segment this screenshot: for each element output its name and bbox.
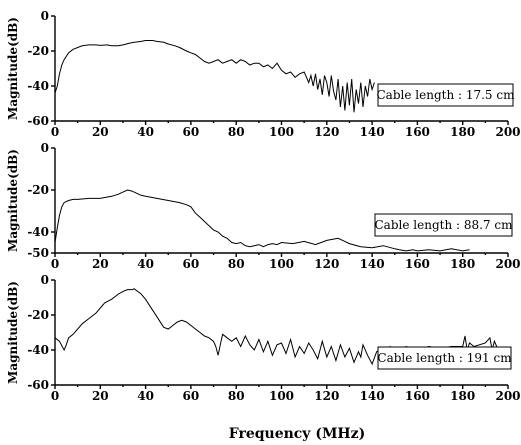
panel-cable-17-5cm: 0 20 40 60 80 100 120 140 160 180 200 0 -20 -40 -60 Mag… [6, 9, 521, 139]
x-tick-label: 60 [183, 389, 200, 403]
x-tick-label: 140 [360, 257, 385, 271]
x-tick-label: 140 [360, 125, 385, 139]
y-tick-label: -50 [27, 246, 49, 260]
x-tick-label: 160 [405, 125, 430, 139]
x-axis-label: Frequency (MHz) [229, 426, 366, 442]
y-tick-label: -60 [27, 114, 49, 128]
panel-cable-88-7cm: 0 20 40 60 80 100 120 140 160 180 200 0 -20 -40 -50 Mag… [6, 141, 521, 271]
x-tick-label: 40 [137, 257, 154, 271]
x-tick-label: 0 [51, 125, 59, 139]
x-tick-label: 40 [137, 389, 154, 403]
y-axis-label: Magnitude(dB) [6, 17, 20, 120]
x-tick-label: 40 [137, 125, 154, 139]
x-tick-label: 20 [92, 257, 109, 271]
y-tick-label: -40 [27, 79, 49, 93]
x-tick-label: 180 [450, 125, 475, 139]
x-tick-label: 160 [405, 389, 430, 403]
y-tick-label: -40 [27, 225, 49, 239]
x-tick-label: 120 [314, 125, 339, 139]
x-tick-label: 60 [183, 257, 200, 271]
legend-entry: Cable length : 88.7 cm [375, 218, 514, 232]
x-tick-label: 200 [495, 389, 520, 403]
x-tick-label: 180 [450, 389, 475, 403]
x-tick-label: 20 [92, 389, 109, 403]
x-tick-label: 80 [228, 257, 245, 271]
legend-entry: Cable length : 191 cm [377, 351, 512, 365]
y-tick-label: 0 [41, 141, 49, 155]
y-tick-label: -40 [27, 343, 49, 357]
y-tick-label: -20 [27, 308, 49, 322]
x-tick-label: 100 [269, 125, 294, 139]
x-tick-label: 60 [183, 125, 200, 139]
x-tick-label: 200 [495, 257, 520, 271]
x-tick-label: 80 [228, 125, 245, 139]
y-tick-label: 0 [41, 9, 49, 23]
x-tick-label: 180 [450, 257, 475, 271]
x-tick-label: 120 [314, 389, 339, 403]
x-tick-label: 80 [228, 389, 245, 403]
y-tick-label: 0 [41, 273, 49, 287]
x-tick-label: 200 [495, 125, 520, 139]
y-tick-label: -20 [27, 44, 49, 58]
x-tick-label: 0 [51, 389, 59, 403]
y-tick-label: -60 [27, 378, 49, 392]
legend-entry: Cable length : 17.5 cm [377, 88, 516, 102]
x-tick-label: 20 [92, 125, 109, 139]
x-tick-label: 100 [269, 389, 294, 403]
y-tick-label: -20 [27, 183, 49, 197]
x-tick-label: 0 [51, 257, 59, 271]
series-line [55, 41, 374, 113]
y-axis-label: Magnitude(dB) [6, 149, 20, 252]
x-tick-label: 140 [360, 389, 385, 403]
x-tick-label: 120 [314, 257, 339, 271]
x-tick-label: 100 [269, 257, 294, 271]
panel-cable-191cm: 0 20 40 60 80 100 120 140 160 180 200 0 -20 -40 -60 Mag… [6, 273, 521, 403]
y-axis-label: Magnitude(dB) [6, 281, 20, 384]
x-tick-label: 160 [405, 257, 430, 271]
